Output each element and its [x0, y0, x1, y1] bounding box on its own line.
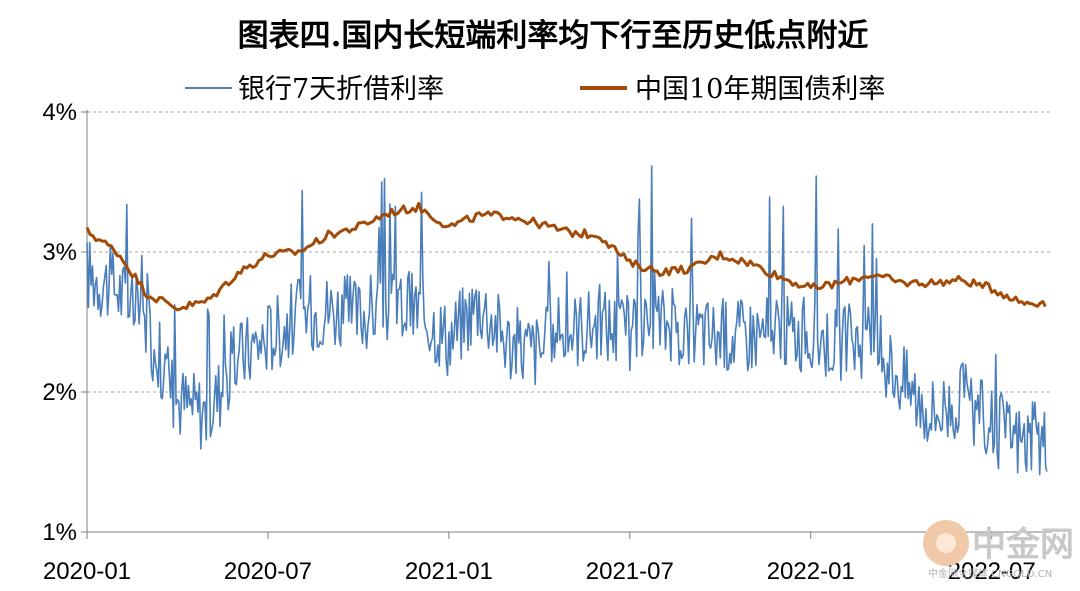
y-tick-label: 4%	[42, 99, 77, 126]
chart-title: 图表四.国内长短端利率均下行至历史低点附近	[238, 18, 869, 54]
grid-lines	[87, 111, 1052, 393]
legend-label-interbank-rate: 银行7天折借利率	[238, 74, 444, 105]
watermark-brand: 中金网	[972, 525, 1074, 565]
series-lines	[85, 165, 1048, 476]
watermark: 中金网 中金网全媒体 CNGOLD.CN	[923, 520, 1074, 580]
legend-label-treasury-yield: 中国10年期国债利率	[635, 74, 885, 105]
y-tick-label: 2%	[42, 379, 77, 406]
y-axis: 1% 2% 3% 4%	[42, 99, 87, 546]
x-tick-label: 2022-01	[767, 558, 855, 585]
x-tick-label: 2021-01	[405, 558, 493, 585]
series-line-treasury-yield	[85, 201, 1047, 312]
y-tick-label: 3%	[42, 239, 77, 266]
watermark-logo-inner-icon	[936, 533, 956, 553]
x-tick-label: 2022-07	[948, 558, 1036, 585]
x-tick-label: 2020-07	[224, 558, 312, 585]
x-tick-label: 2020-01	[43, 558, 131, 585]
y-tick-label: 1%	[42, 519, 77, 546]
series-line-interbank-rate	[86, 165, 1048, 476]
legend: 银行7天折借利率 中国10年期国债利率	[185, 74, 885, 105]
x-axis: 2020-01 2020-07 2021-01 2021-07 2022-01 2022-…	[43, 110, 1052, 585]
x-tick-label: 2021-07	[586, 558, 674, 585]
watermark-sub: 中金网全媒体 CNGOLD.CN	[928, 567, 1052, 580]
